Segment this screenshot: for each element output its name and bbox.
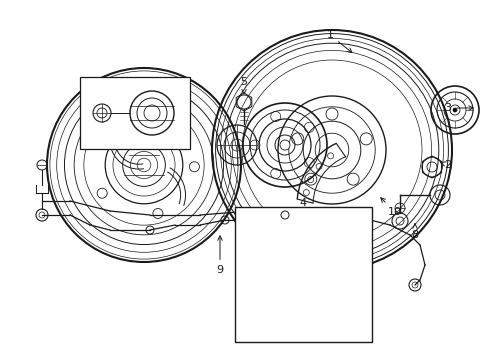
Text: 4: 4	[299, 198, 306, 208]
Text: 8: 8	[410, 224, 418, 240]
Text: 1: 1	[326, 30, 351, 53]
Text: 2: 2	[440, 160, 450, 170]
Text: 9: 9	[216, 236, 223, 275]
Circle shape	[280, 140, 289, 150]
Bar	[235, 207, 371, 342]
Text: 3: 3	[444, 103, 472, 113]
Text: 7: 7	[141, 85, 148, 95]
Text: 5: 5	[240, 77, 247, 94]
Text: 10: 10	[380, 198, 401, 217]
Circle shape	[452, 108, 456, 112]
Bar	[80, 77, 190, 149]
Text: 6: 6	[96, 135, 126, 145]
